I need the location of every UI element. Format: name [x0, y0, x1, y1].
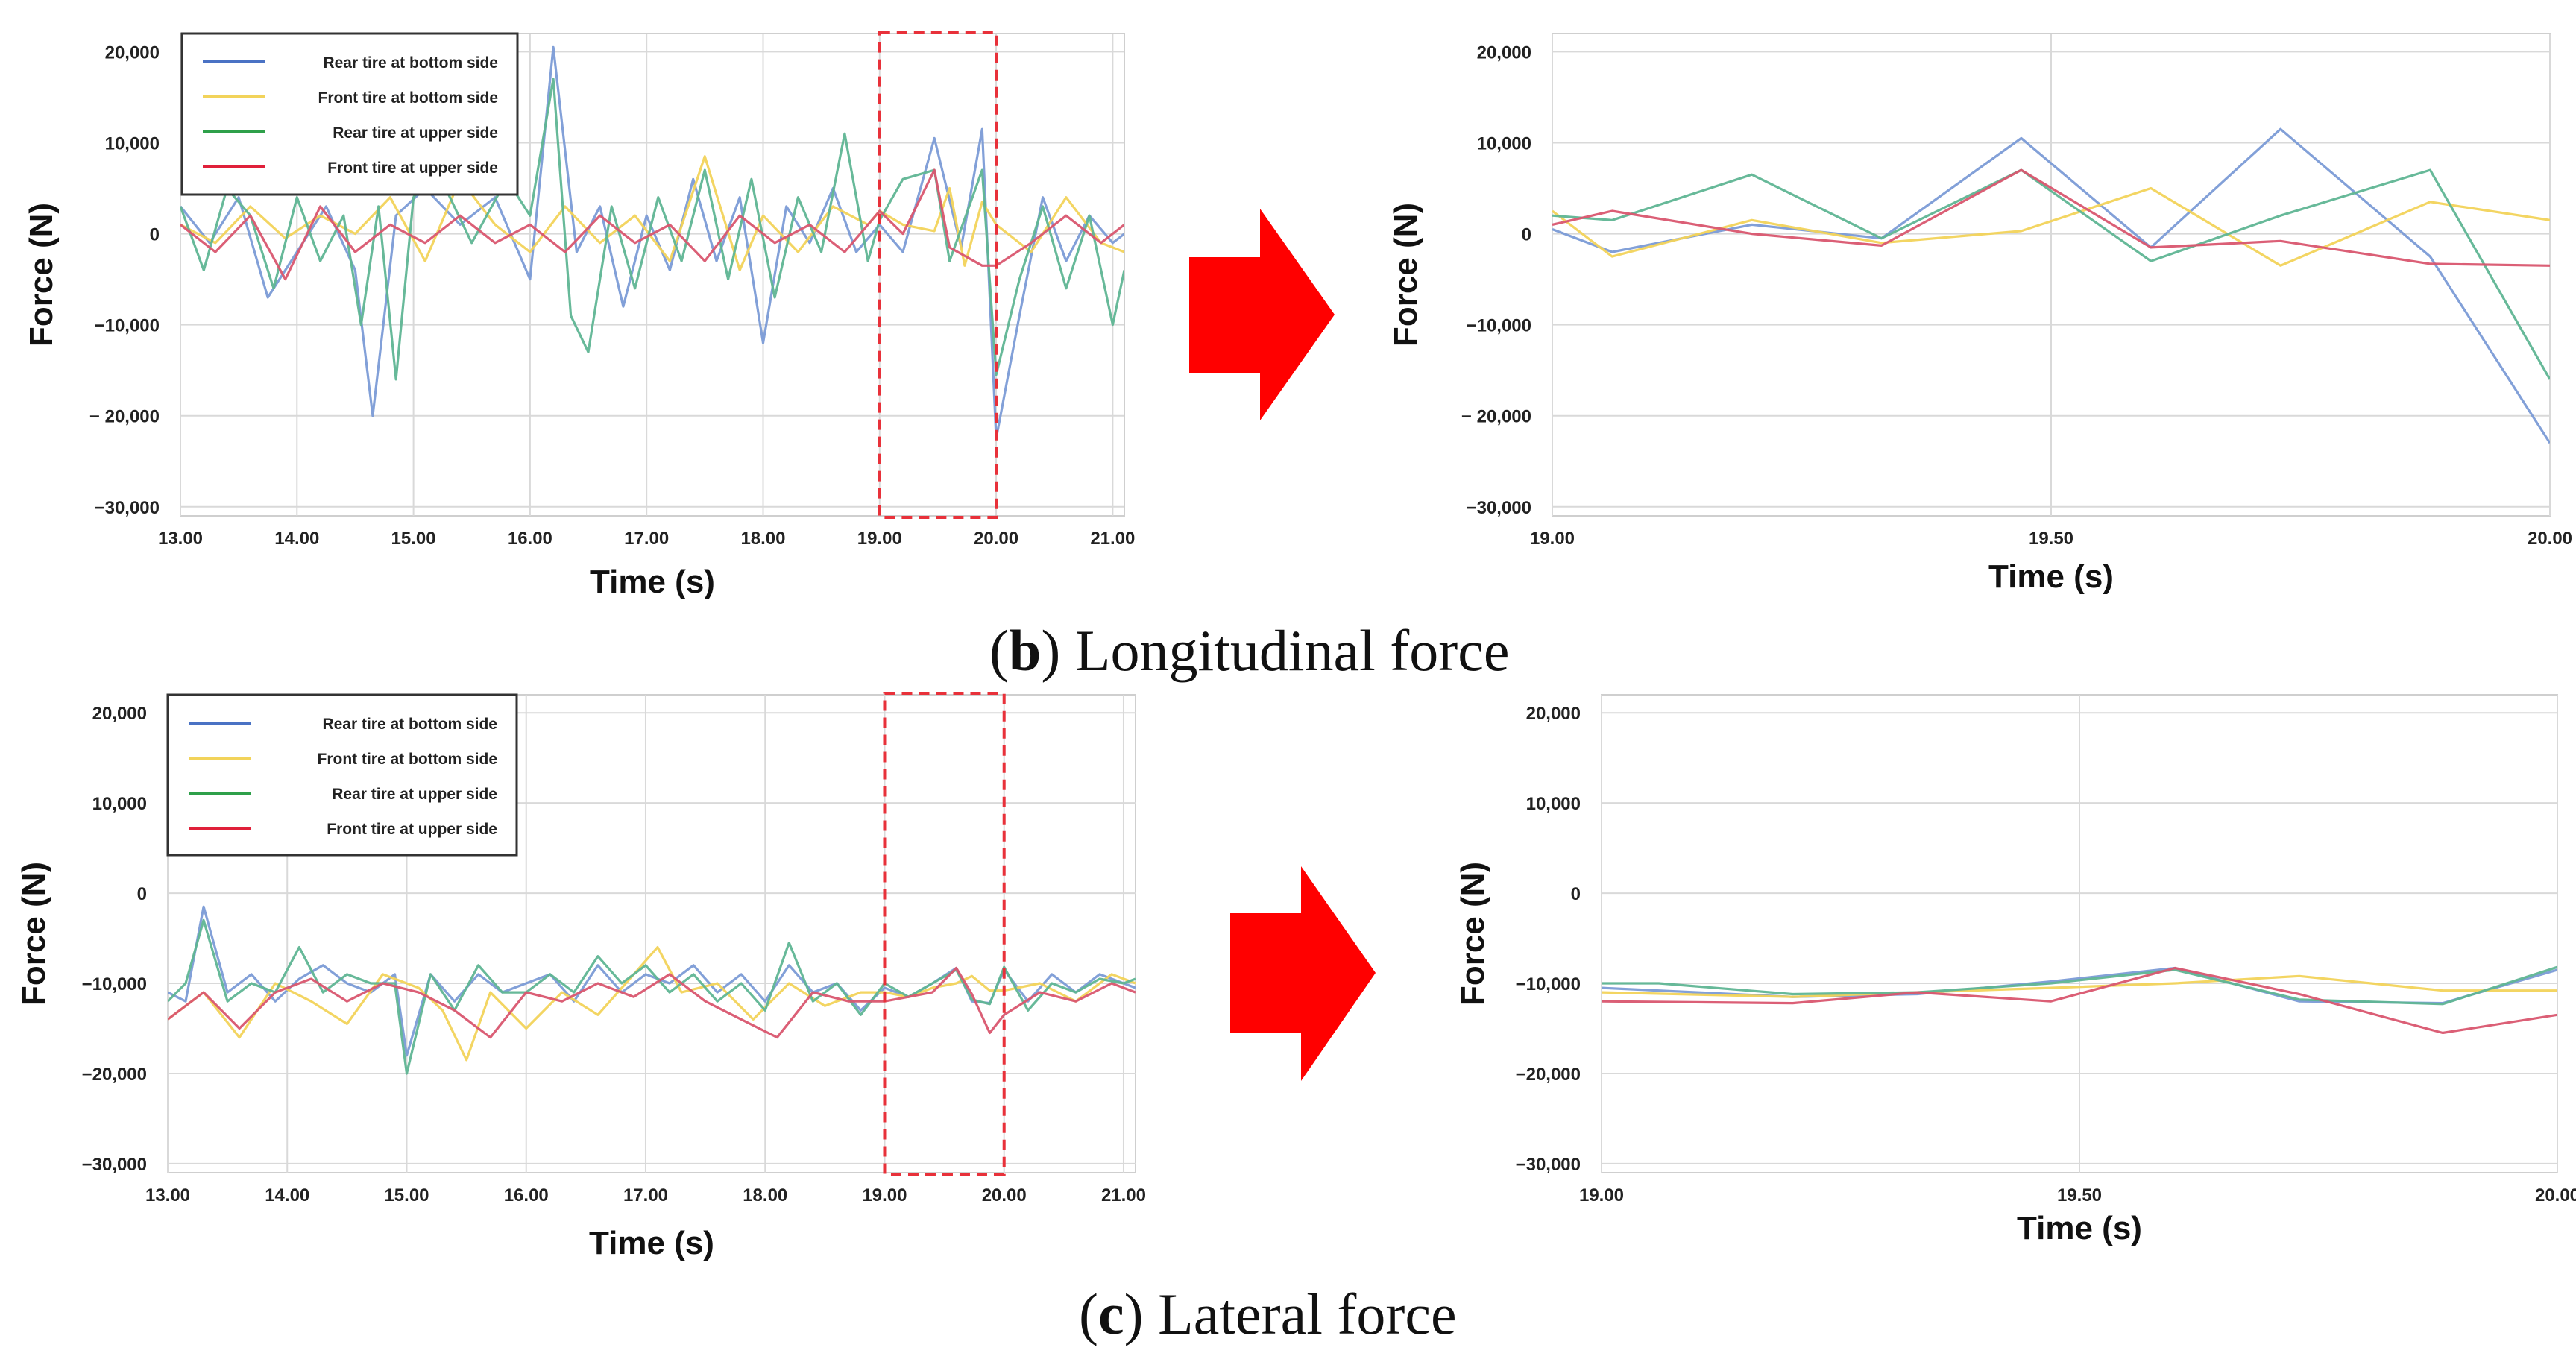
x-tick-label: 18.00	[740, 529, 785, 549]
y-tick-label: −10,000	[1516, 974, 1581, 994]
x-tick-label: 16.00	[508, 529, 552, 549]
legend-label: Front tire at bottom side	[318, 751, 498, 768]
series-line-front-tire-at-bottom-side	[168, 945, 1136, 1062]
legend-label: Rear tire at bottom side	[322, 716, 497, 733]
chart-longitudinal-zoom: 19.00 19.50 20.00 20,000 10,000 0 −10,000 − 20,…	[1388, 33, 2572, 595]
series-line-rear-tire-at-bottom-side	[1552, 127, 2550, 444]
x-tick-label: 13.00	[145, 1185, 190, 1205]
x-tick-label: 20.00	[974, 529, 1018, 549]
legend-label: Front tire at upper side	[327, 821, 497, 838]
x-tick-label: 18.00	[743, 1185, 787, 1205]
y-tick-label: 0	[150, 225, 160, 245]
x-tick-label: 14.00	[274, 529, 319, 549]
y-tick-label: 0	[137, 884, 147, 904]
y-tick-label: 10,000	[105, 133, 160, 154]
y-axis-label: Force (N)	[16, 862, 52, 1006]
x-tick-label: 14.00	[265, 1185, 309, 1205]
chart-lateral-full: 13.00 14.00 15.00 16.00 17.00 18.00 19.00 20.00…	[16, 692, 1146, 1261]
caption-b-letter: b	[1008, 618, 1042, 683]
series-line-rear-tire-at-upper-side	[1602, 965, 2557, 1006]
y-tick-label: 20,000	[1477, 42, 1531, 63]
y-tick-label: −30,000	[1467, 498, 1531, 518]
highlight-window-box	[878, 31, 998, 519]
y-tick-label: −20,000	[1516, 1065, 1581, 1085]
x-tick-label: 19.50	[2057, 1185, 2102, 1205]
y-tick-label: 10,000	[92, 794, 147, 814]
y-tick-label: 0	[1522, 225, 1531, 245]
y-tick-label: − 20,000	[1461, 407, 1531, 427]
x-tick-label: 17.00	[624, 529, 669, 549]
y-tick-label: 0	[1571, 884, 1581, 904]
y-tick-label: 10,000	[1477, 133, 1531, 154]
series-line-front-tire-at-upper-side	[168, 966, 1136, 1039]
x-tick-label: 20.00	[982, 1185, 1027, 1205]
series-line-rear-tire-at-upper-side	[180, 78, 1124, 381]
series-line-front-tire-at-upper-side	[180, 168, 1124, 281]
legend-label: Rear tire at bottom side	[323, 54, 498, 72]
y-tick-label: −10,000	[82, 974, 147, 994]
y-tick-label: − 20,000	[89, 407, 160, 427]
series-line-front-tire-at-upper-side	[1552, 168, 2550, 267]
x-axis-label: Time (s)	[2017, 1210, 2142, 1246]
legend-label: Rear tire at upper side	[333, 124, 498, 142]
x-axis-label: Time (s)	[590, 564, 715, 600]
y-axis-label: Force (N)	[1455, 862, 1491, 1006]
x-tick-label: 16.00	[504, 1185, 549, 1205]
chart-lateral-zoom: 19.00 19.50 20.00 20,000 10,000 0 −10,000 −20,0…	[1455, 694, 2576, 1246]
y-tick-label: −10,000	[95, 316, 160, 336]
highlight-window-box	[883, 692, 1006, 1176]
y-tick-label: −30,000	[82, 1155, 147, 1175]
y-tick-label: −20,000	[82, 1065, 147, 1085]
x-tick-label: 17.00	[623, 1185, 668, 1205]
x-tick-label: 15.00	[391, 529, 436, 549]
x-tick-label: 21.00	[1090, 529, 1135, 549]
y-tick-label: 20,000	[105, 42, 160, 63]
series-line-front-tire-at-bottom-side	[1552, 186, 2550, 267]
caption-c-letter: c	[1098, 1282, 1124, 1346]
y-tick-label: −30,000	[95, 498, 160, 518]
zoom-arrow-icon-bottom	[1230, 866, 1376, 1081]
caption-c: (c) Lateral force	[1079, 1282, 1457, 1346]
y-tick-label: −30,000	[1516, 1155, 1581, 1175]
x-tick-label: 13.00	[158, 529, 203, 549]
x-tick-label: 19.00	[1579, 1185, 1624, 1205]
x-tick-label: 20.00	[2535, 1185, 2576, 1205]
chart-longitudinal-full: 13.00 14.00 15.00 16.00 17.00 18.00 19.00 20.00…	[23, 31, 1135, 600]
legend-label: Front tire at bottom side	[318, 89, 499, 107]
legend-label: Front tire at upper side	[327, 160, 498, 177]
caption-b: (b) Longitudinal force	[989, 618, 1510, 683]
x-axis-label: Time (s)	[589, 1225, 714, 1261]
y-tick-label: 20,000	[92, 704, 147, 724]
x-tick-label: 15.00	[384, 1185, 429, 1205]
y-axis-label: Force (N)	[1388, 203, 1424, 347]
series-line-front-tire-at-bottom-side	[180, 155, 1124, 271]
zoom-arrow-icon-top	[1189, 209, 1335, 420]
y-tick-label: 10,000	[1526, 794, 1581, 814]
x-tick-label: 19.00	[862, 1185, 907, 1205]
caption-c-text: Lateral force	[1158, 1282, 1457, 1346]
y-tick-label: 20,000	[1526, 704, 1581, 724]
x-axis-label: Time (s)	[1988, 558, 2114, 595]
x-tick-label: 19.00	[1530, 529, 1575, 549]
y-tick-label: −10,000	[1467, 316, 1531, 336]
plot-area	[167, 694, 1136, 1173]
x-tick-label: 19.50	[2029, 529, 2073, 549]
legend-label: Rear tire at upper side	[332, 786, 497, 803]
caption-b-text: Longitudinal force	[1074, 618, 1510, 683]
y-axis-label: Force (N)	[23, 203, 60, 347]
x-tick-label: 20.00	[2528, 529, 2572, 549]
x-tick-label: 19.00	[857, 529, 902, 549]
x-tick-label: 21.00	[1101, 1185, 1146, 1205]
series-line-front-tire-at-upper-side	[1602, 966, 2557, 1035]
